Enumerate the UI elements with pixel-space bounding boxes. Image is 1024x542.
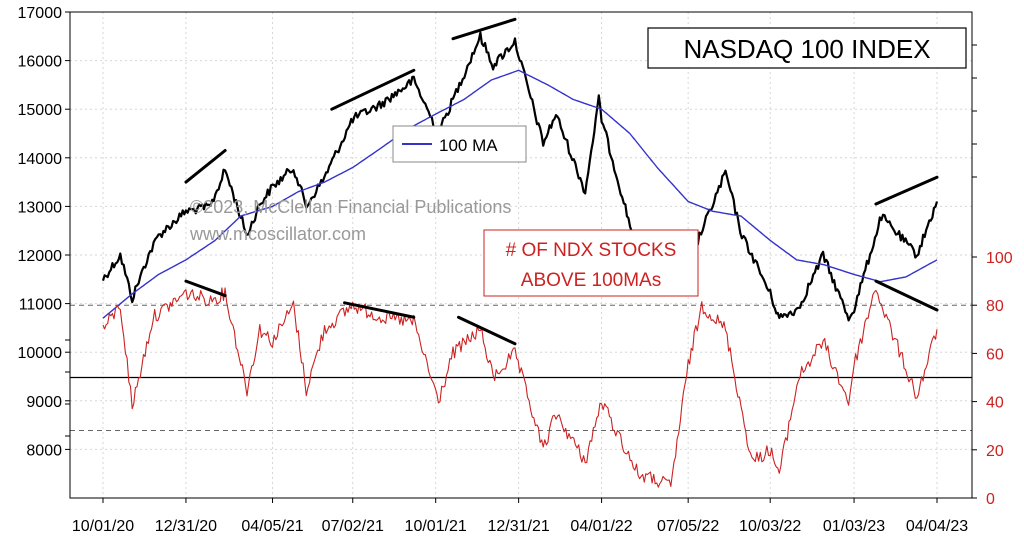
- left-tick-label: 15000: [18, 102, 63, 119]
- x-tick-label: 07/05/22: [657, 518, 719, 535]
- left-tick-label: 8000: [26, 442, 62, 459]
- left-tick-label: 13000: [18, 199, 63, 216]
- left-tick-label: 9000: [26, 394, 62, 411]
- title-box-frame: [647, 27, 967, 69]
- chart-title: NASDAQ 100 INDEX: [683, 34, 930, 64]
- legend: 100 MA: [392, 125, 527, 163]
- grid: [70, 11, 972, 498]
- x-axis: 10/01/20 12/31/20 04/05/21 07/02/21 10/01/21…: [72, 498, 968, 535]
- copyright-text: ©2023, McClellan Financial Publications: [190, 197, 511, 217]
- left-tick-label: 12000: [18, 248, 63, 265]
- ma-100-line: [102, 69, 938, 319]
- x-tick-label: 10/01/21: [405, 518, 467, 535]
- divergence-line: [184, 149, 227, 184]
- x-tick-label: 04/01/22: [570, 518, 632, 535]
- right-tick-label: 0: [986, 491, 995, 508]
- right-tick-label: 100: [986, 250, 1013, 267]
- left-tick-label: 14000: [18, 151, 63, 168]
- legend-label: 100 MA: [439, 136, 498, 155]
- x-tick-label: 01/03/23: [823, 518, 885, 535]
- right-tick-label: 40: [986, 395, 1004, 412]
- lower-title-box: # OF NDX STOCKS ABOVE 100MAs: [483, 229, 699, 297]
- lower-title-line2: ABOVE 100MAs: [521, 270, 661, 291]
- left-tick-label: 17000: [18, 5, 63, 22]
- nasdaq-index-line: [101, 31, 939, 322]
- reference-lines: [70, 304, 972, 432]
- x-tick-label: 04/05/21: [241, 518, 303, 535]
- divergence-line: [184, 279, 227, 298]
- divergence-lines: [184, 17, 939, 346]
- x-tick-label: 12/31/20: [155, 518, 217, 535]
- right-tick-label: 20: [986, 443, 1004, 460]
- divergence-line: [874, 279, 939, 312]
- divergence-line: [874, 175, 939, 206]
- x-tick-label: 12/31/21: [487, 518, 549, 535]
- divergence-line: [343, 301, 416, 319]
- x-tick-label: 10/03/22: [739, 518, 801, 535]
- lower-title-line1: # OF NDX STOCKS: [506, 240, 677, 261]
- left-tick-label: 16000: [18, 54, 63, 71]
- x-tick-label: 07/02/21: [322, 518, 384, 535]
- website-text: www.mcoscillator.com: [189, 224, 366, 244]
- breadth-line: [102, 287, 938, 488]
- divergence-line: [330, 68, 416, 111]
- x-tick-label: 04/04/23: [906, 518, 968, 535]
- x-tick-label: 10/01/20: [72, 518, 134, 535]
- right-tick-label: 60: [986, 346, 1004, 363]
- divergence-line: [451, 17, 517, 41]
- left-tick-label: 11000: [19, 297, 62, 314]
- left-axis: 8000 9000 10000 11000 12000 13000 14000 15000 16…: [18, 5, 70, 459]
- series-layer: [101, 31, 939, 488]
- right-axis: 0 20 40 60 80 100: [972, 44, 1013, 508]
- divergence-line: [456, 315, 517, 346]
- title-box: NASDAQ 100 INDEX: [647, 27, 967, 69]
- left-tick-label: 10000: [18, 345, 63, 362]
- lower-title-frame: [483, 229, 699, 297]
- right-tick-label: 80: [986, 298, 1004, 315]
